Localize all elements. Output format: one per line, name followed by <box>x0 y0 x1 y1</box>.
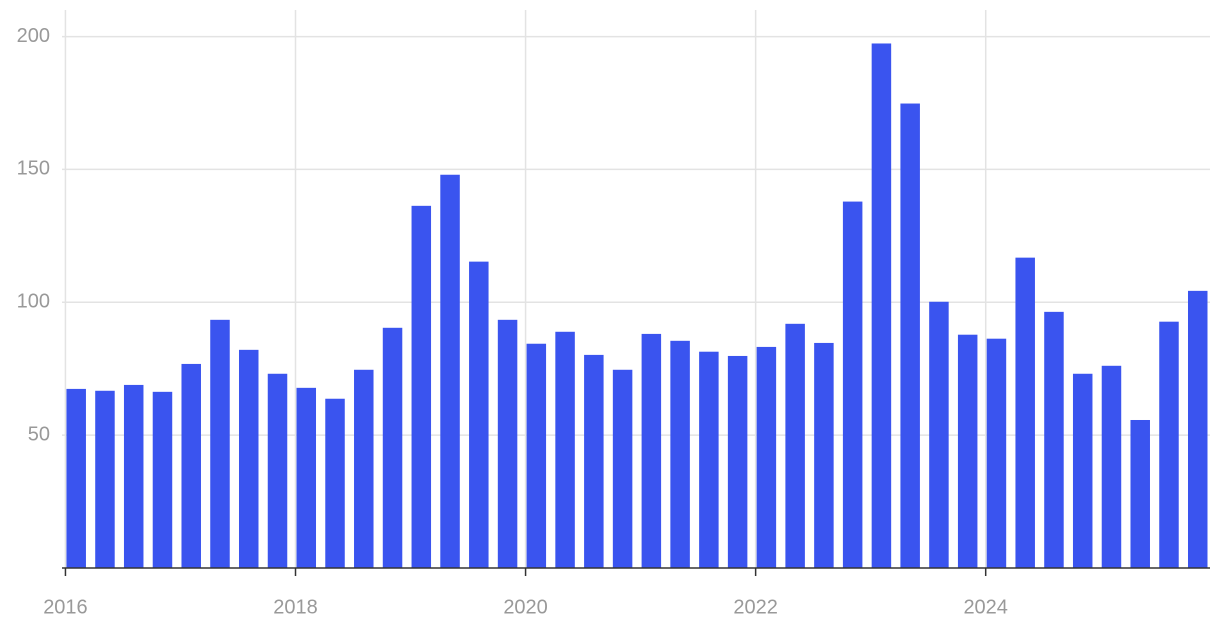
bar <box>986 338 1007 568</box>
bar <box>411 205 432 568</box>
x-tick-label: 2022 <box>733 596 778 618</box>
bar <box>1130 419 1150 568</box>
bar <box>210 319 230 568</box>
y-tick-label: 200 <box>17 25 50 47</box>
bar <box>555 331 575 568</box>
bar <box>900 103 920 568</box>
bar <box>785 323 805 568</box>
bar <box>1072 373 1093 568</box>
bar <box>1015 257 1035 568</box>
bar <box>181 363 201 568</box>
bar <box>929 301 949 568</box>
bar <box>756 346 777 568</box>
bar <box>440 174 460 568</box>
y-tick-label: 150 <box>17 158 50 180</box>
bar <box>670 340 690 568</box>
bar <box>842 201 863 568</box>
bar <box>1101 365 1122 568</box>
bar <box>526 343 547 568</box>
x-tick-label: 2020 <box>503 596 548 618</box>
y-tick-label: 50 <box>28 423 50 445</box>
bar <box>1044 311 1064 568</box>
bar <box>267 373 288 568</box>
x-tick-label: 2018 <box>273 596 318 618</box>
bar <box>1159 321 1179 568</box>
y-tick-label: 100 <box>17 291 50 313</box>
bar <box>727 355 748 568</box>
bar <box>325 398 345 568</box>
bar <box>612 369 633 568</box>
bar <box>95 390 115 568</box>
bar <box>871 43 892 569</box>
bar <box>382 327 403 568</box>
bar <box>584 354 604 568</box>
bar <box>123 384 144 568</box>
bar <box>354 369 374 568</box>
bar <box>1187 290 1208 568</box>
bar <box>814 342 834 568</box>
bar <box>152 391 173 568</box>
bar <box>238 349 259 568</box>
bar <box>699 351 719 568</box>
x-tick-label: 2024 <box>963 596 1008 618</box>
bar <box>957 334 978 568</box>
x-tick-label: 2016 <box>43 596 88 618</box>
bar <box>469 261 489 568</box>
bar <box>497 319 518 568</box>
bar <box>296 387 317 568</box>
bar <box>66 388 86 568</box>
bar <box>641 333 662 568</box>
